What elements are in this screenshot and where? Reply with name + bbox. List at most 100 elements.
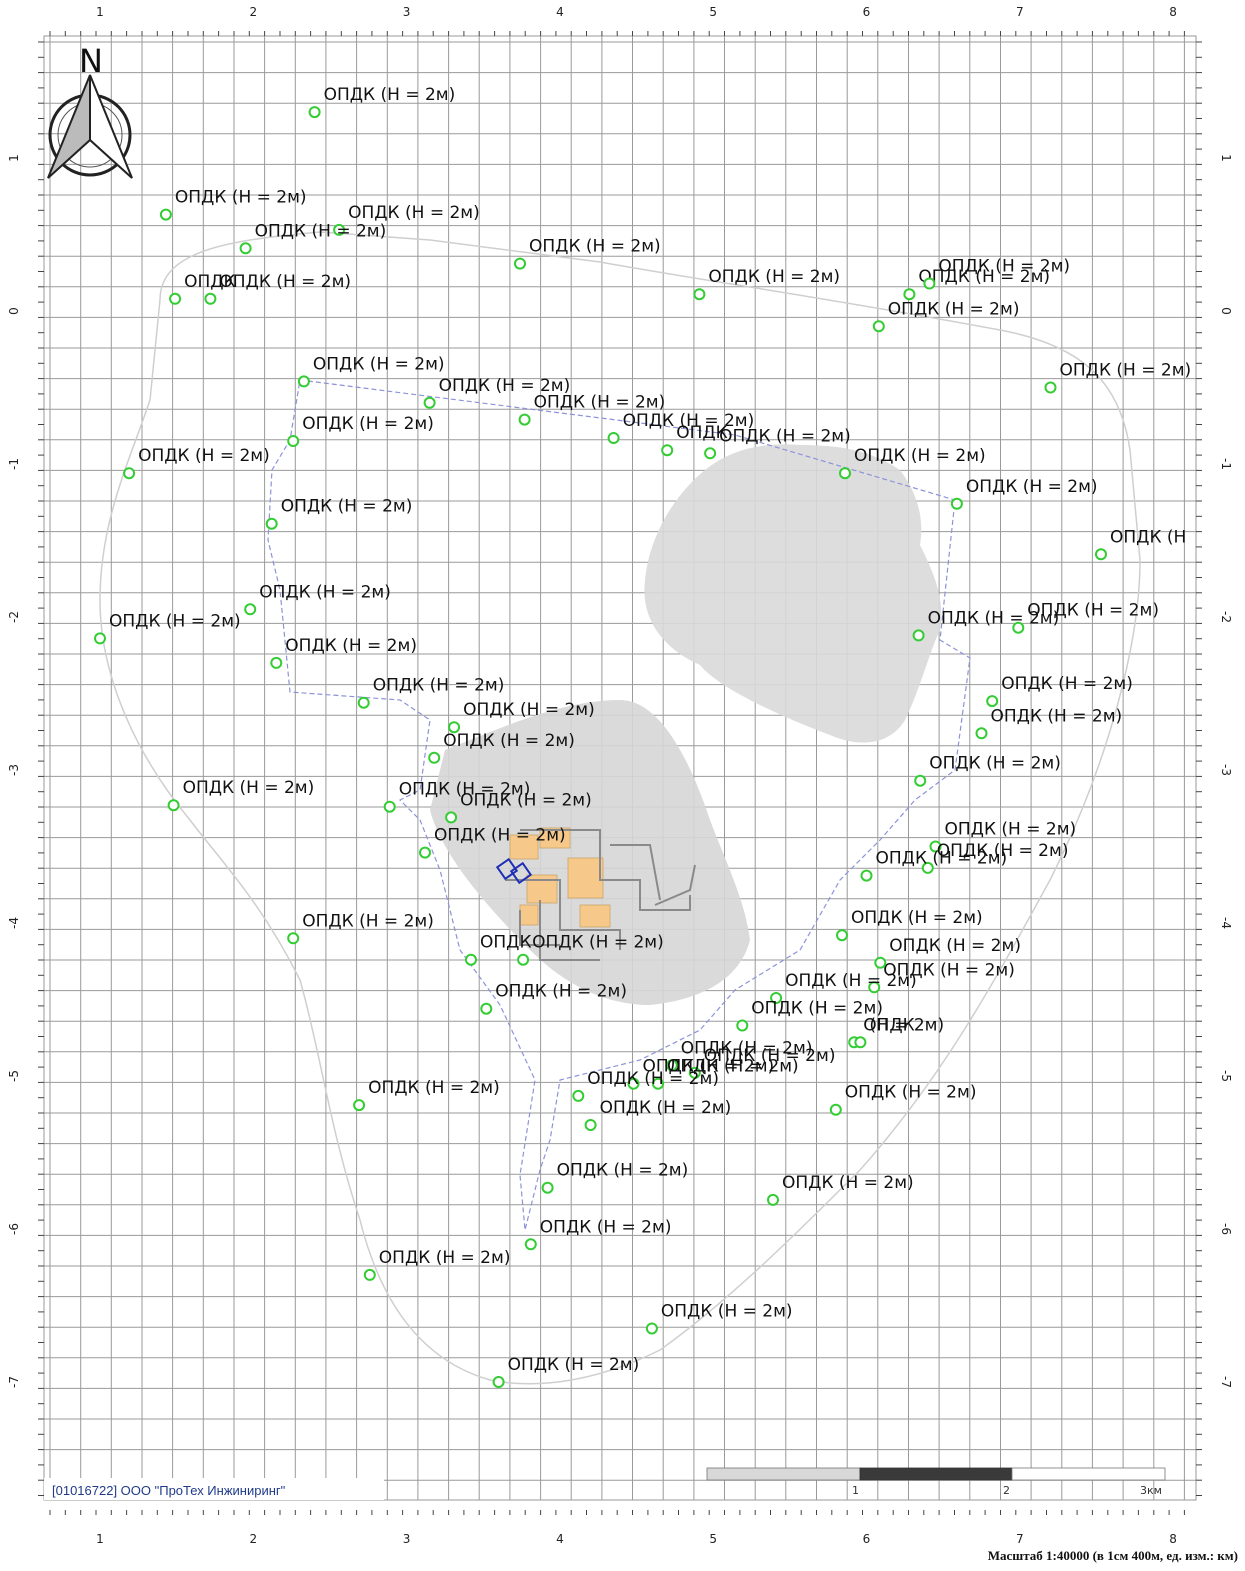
left-tick-label: 1 — [7, 154, 21, 162]
control-point-marker[interactable] — [768, 1195, 778, 1205]
control-point-marker[interactable] — [494, 1377, 504, 1387]
control-point-marker[interactable] — [365, 1270, 375, 1280]
control-point-label: ОПДК (Н = 2м) — [379, 1248, 511, 1268]
top-tick-label: 1 — [96, 5, 104, 19]
control-point-marker[interactable] — [1046, 383, 1056, 393]
control-point-marker[interactable] — [1096, 549, 1106, 559]
control-point-marker[interactable] — [170, 294, 180, 304]
control-point-marker[interactable] — [915, 776, 925, 786]
control-point-marker[interactable] — [694, 289, 704, 299]
control-point-marker[interactable] — [662, 445, 672, 455]
control-point-marker[interactable] — [354, 1100, 364, 1110]
control-point-label: ОПДК (Н = 2м) — [889, 936, 1021, 956]
control-point-marker[interactable] — [359, 698, 369, 708]
control-point-marker[interactable] — [875, 958, 885, 968]
bottom-tick-label: 2 — [249, 1532, 257, 1546]
bottom-tick-label: 4 — [556, 1532, 564, 1546]
control-point-label: ОПДК (Н = 2м) — [876, 849, 1008, 869]
top-tick-label: 8 — [1169, 5, 1177, 19]
control-point-label: ОПДК (Н = 2м) — [324, 85, 456, 105]
control-point-label: ОПДК — [480, 933, 532, 953]
control-point-marker[interactable] — [520, 415, 530, 425]
control-point-marker[interactable] — [271, 658, 281, 668]
right-tick-label: 1 — [1219, 154, 1233, 162]
left-tick-label: -2 — [7, 611, 21, 623]
control-point-label: ОПДК (Н = 2м) — [443, 731, 575, 751]
control-point-marker[interactable] — [241, 243, 251, 253]
control-point-marker[interactable] — [310, 107, 320, 117]
control-point-marker[interactable] — [837, 930, 847, 940]
control-point-marker[interactable] — [952, 499, 962, 509]
bottom-tick-label: 1 — [96, 1532, 104, 1546]
control-point-marker[interactable] — [288, 436, 298, 446]
control-point-label: ОПДК (Н = 2м) — [991, 706, 1123, 726]
control-point-marker[interactable] — [840, 468, 850, 478]
control-point-marker[interactable] — [862, 871, 872, 881]
control-point-marker[interactable] — [526, 1239, 536, 1249]
control-point-label: ОПДК (Н = 2м) — [285, 636, 417, 656]
control-point-label: ОПДК (Н = 2м) — [540, 1217, 672, 1237]
control-point-marker[interactable] — [420, 848, 430, 858]
control-point-marker[interactable] — [124, 468, 134, 478]
control-point-marker[interactable] — [904, 289, 914, 299]
left-tick-label: -6 — [7, 1223, 21, 1235]
control-point-marker[interactable] — [95, 633, 105, 643]
control-point-marker[interactable] — [586, 1120, 596, 1130]
control-point-marker[interactable] — [705, 448, 715, 458]
control-point-marker[interactable] — [831, 1105, 841, 1115]
control-point-label: ОПДК (Н = 2м) — [255, 221, 387, 241]
control-point-marker[interactable] — [647, 1324, 657, 1334]
control-point-marker[interactable] — [924, 279, 934, 289]
control-point-label: ОПДК (Н = 2м) — [785, 971, 917, 991]
control-point-marker[interactable] — [161, 210, 171, 220]
right-tick-label: 0 — [1219, 307, 1233, 315]
control-point-marker[interactable] — [987, 696, 997, 706]
control-point-marker[interactable] — [446, 812, 456, 822]
control-point-marker[interactable] — [299, 376, 309, 386]
control-point-marker[interactable] — [518, 955, 528, 965]
control-point-label: ОПДК (Н = 2м) — [463, 700, 595, 720]
control-point-marker[interactable] — [267, 519, 277, 529]
control-point-marker[interactable] — [169, 800, 179, 810]
control-point-marker[interactable] — [874, 321, 884, 331]
control-point-marker[interactable] — [737, 1021, 747, 1031]
control-point-label: ОПДК (Н = 2м) — [529, 237, 661, 257]
control-point-marker[interactable] — [245, 604, 255, 614]
control-point-label: ОПДК (Н — [1110, 527, 1186, 547]
control-point-label: ОПДК (Н = 2м) — [845, 1083, 977, 1103]
control-point-label: ОПДК (Н = 2м) — [888, 299, 1020, 319]
control-point-label: ОПДК (Н = 2м) — [945, 820, 1077, 840]
top-tick-label: 4 — [556, 5, 564, 19]
scale-caption: Масштаб 1:40000 (в 1см 400м, ед. изм.: к… — [988, 1548, 1238, 1563]
control-point-marker[interactable] — [466, 955, 476, 965]
control-point-label: ОПДК (Н = 2м) — [368, 1078, 500, 1098]
control-point-label: ОПДК (Н = 2м) — [219, 272, 351, 292]
control-point-label: ОПДК (Н = 2м) — [138, 446, 270, 466]
control-point-label: ОПДК (Н = 2м) — [534, 393, 666, 413]
control-point-label: ОПДК (Н = 2м) — [348, 203, 480, 223]
left-tick-label: -1 — [7, 458, 21, 470]
control-point-marker[interactable] — [515, 259, 525, 269]
control-point-marker[interactable] — [543, 1183, 553, 1193]
control-point-marker[interactable] — [385, 802, 395, 812]
control-point-marker[interactable] — [481, 1004, 491, 1014]
control-point-marker[interactable] — [1013, 623, 1023, 633]
left-tick-label: -3 — [7, 764, 21, 776]
control-point-marker[interactable] — [977, 728, 987, 738]
control-point-label: ОПДК (Н = 2м) — [434, 826, 566, 846]
control-point-label: ОПДК (Н = 2м) — [508, 1355, 640, 1375]
control-point-marker[interactable] — [288, 933, 298, 943]
control-point-label: ОПДК (Н = 2м) — [373, 676, 505, 696]
control-point-label: ОПДК (Н = 2м) — [782, 1173, 914, 1193]
control-point-marker[interactable] — [429, 753, 439, 763]
control-point-marker[interactable] — [205, 294, 215, 304]
control-point-marker[interactable] — [855, 1037, 865, 1047]
control-point-marker[interactable] — [914, 630, 924, 640]
control-point-marker[interactable] — [425, 398, 435, 408]
control-point-marker[interactable] — [609, 433, 619, 443]
top-tick-label: 6 — [863, 5, 871, 19]
control-point-label: ОПДК (Н = 2м) — [938, 257, 1070, 277]
control-point-label: ОПДК (Н = 2м) — [854, 446, 986, 466]
control-point-marker[interactable] — [573, 1091, 583, 1101]
